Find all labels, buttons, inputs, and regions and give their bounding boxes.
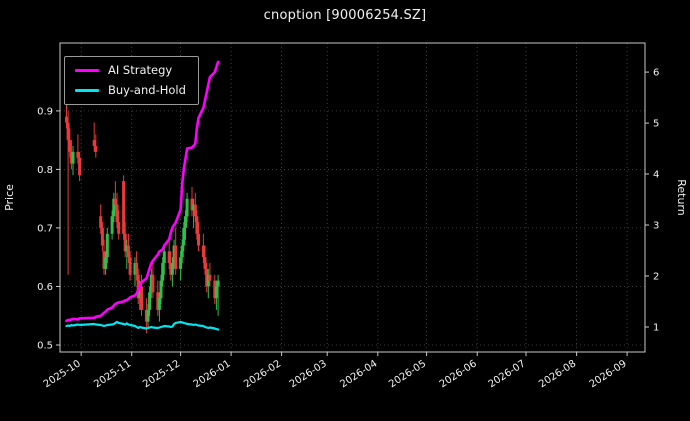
buy-and-hold-swatch-icon [75,88,99,92]
legend: AI Strategy Buy-and-Hold [64,56,199,105]
price-tick-label: 0.7 [37,223,53,234]
date-tick-label: 2025-12 [141,358,182,390]
chart-title: cnoption [90006254.SZ] [263,8,427,23]
return-tick-label: 1 [653,323,659,334]
ai-strategy-line [65,60,220,323]
date-tick-label: 2026-02 [242,358,283,390]
date-tick-label: 2026-08 [537,358,578,390]
return-tick-label: 3 [653,221,659,232]
date-tick-label: 2026-04 [338,358,379,390]
price-axis-label: Price [3,184,16,211]
price-tick-label: 0.9 [37,106,53,117]
candles-layer [65,93,220,334]
date-tick-label: 2025-11 [92,358,133,390]
date-tick-label: 2026-05 [387,358,428,390]
date-tick-label: 2026-09 [588,358,629,390]
ai-strategy-swatch-icon [75,69,99,73]
legend-label-buy-and-hold: Buy-and-Hold [108,82,186,97]
return-axis-label: Return [675,179,688,216]
legend-item-buy-and-hold: Buy-and-Hold [75,82,186,97]
date-tick-label: 2026-01 [192,358,233,390]
price-tick-label: 0.5 [37,341,53,352]
date-tick-label: 2026-06 [438,358,479,390]
price-tick-label: 0.8 [37,165,53,176]
date-tick-label: 2026-07 [487,358,528,390]
date-tick-label: 2025-10 [42,358,83,390]
return-tick-label: 4 [653,170,659,181]
grid-layer [60,43,645,352]
return-tick-label: 5 [653,119,659,130]
legend-label-ai-strategy: AI Strategy [108,63,173,77]
return-tick-label: 6 [653,68,659,79]
legend-item-ai-strategy: AI Strategy [75,63,186,77]
buy-and-hold-line [65,320,220,331]
date-tick-label: 2026-03 [288,358,329,390]
price-tick-label: 0.6 [37,282,53,293]
return-tick-label: 2 [653,272,659,283]
